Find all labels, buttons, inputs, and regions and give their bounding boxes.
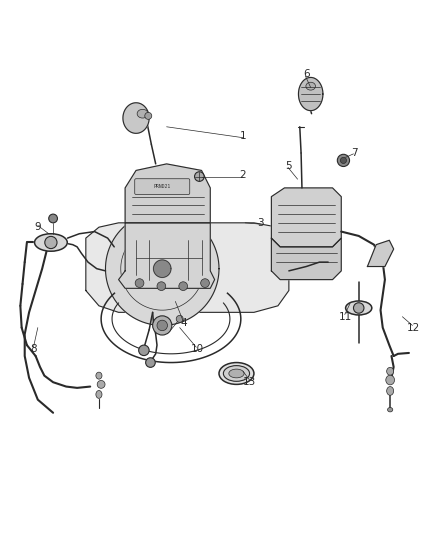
Circle shape	[139, 345, 149, 356]
Circle shape	[353, 303, 364, 313]
Ellipse shape	[387, 386, 394, 395]
Circle shape	[201, 279, 209, 287]
Circle shape	[152, 316, 172, 335]
Circle shape	[49, 214, 57, 223]
Polygon shape	[272, 188, 341, 247]
Ellipse shape	[219, 362, 254, 384]
Circle shape	[340, 157, 346, 164]
Circle shape	[157, 320, 167, 330]
Polygon shape	[153, 260, 171, 277]
Polygon shape	[123, 103, 149, 133]
FancyBboxPatch shape	[135, 179, 190, 195]
Polygon shape	[86, 223, 289, 312]
Circle shape	[179, 282, 187, 290]
Text: 9: 9	[35, 222, 41, 232]
Ellipse shape	[387, 367, 394, 375]
Text: 8: 8	[30, 344, 37, 354]
Polygon shape	[272, 238, 341, 280]
Circle shape	[194, 172, 204, 181]
Text: 11: 11	[339, 312, 352, 322]
Text: PRND21: PRND21	[154, 184, 171, 189]
Ellipse shape	[229, 369, 244, 378]
Text: 4: 4	[181, 318, 187, 328]
Ellipse shape	[386, 375, 395, 385]
Polygon shape	[119, 223, 215, 288]
Ellipse shape	[388, 408, 393, 412]
Circle shape	[146, 358, 155, 367]
Text: 5: 5	[286, 161, 292, 171]
Text: 13: 13	[243, 377, 256, 387]
Ellipse shape	[35, 234, 67, 251]
Circle shape	[157, 282, 166, 290]
Polygon shape	[125, 164, 210, 223]
Circle shape	[135, 279, 144, 287]
Polygon shape	[106, 212, 219, 326]
Text: 1: 1	[240, 131, 246, 141]
Ellipse shape	[96, 372, 102, 379]
Ellipse shape	[306, 82, 315, 90]
Polygon shape	[367, 240, 394, 266]
Ellipse shape	[346, 301, 372, 315]
Circle shape	[337, 154, 350, 166]
Polygon shape	[298, 77, 323, 111]
Ellipse shape	[97, 381, 105, 389]
Circle shape	[45, 236, 57, 248]
Ellipse shape	[96, 391, 102, 398]
Circle shape	[145, 112, 152, 119]
Ellipse shape	[223, 366, 250, 381]
Text: 2: 2	[240, 170, 246, 180]
Text: 3: 3	[257, 218, 264, 228]
Text: 10: 10	[191, 344, 204, 354]
Text: 12: 12	[406, 322, 420, 333]
Text: 6: 6	[303, 69, 310, 79]
Text: 7: 7	[351, 148, 358, 158]
Ellipse shape	[137, 109, 148, 118]
Circle shape	[176, 316, 183, 322]
